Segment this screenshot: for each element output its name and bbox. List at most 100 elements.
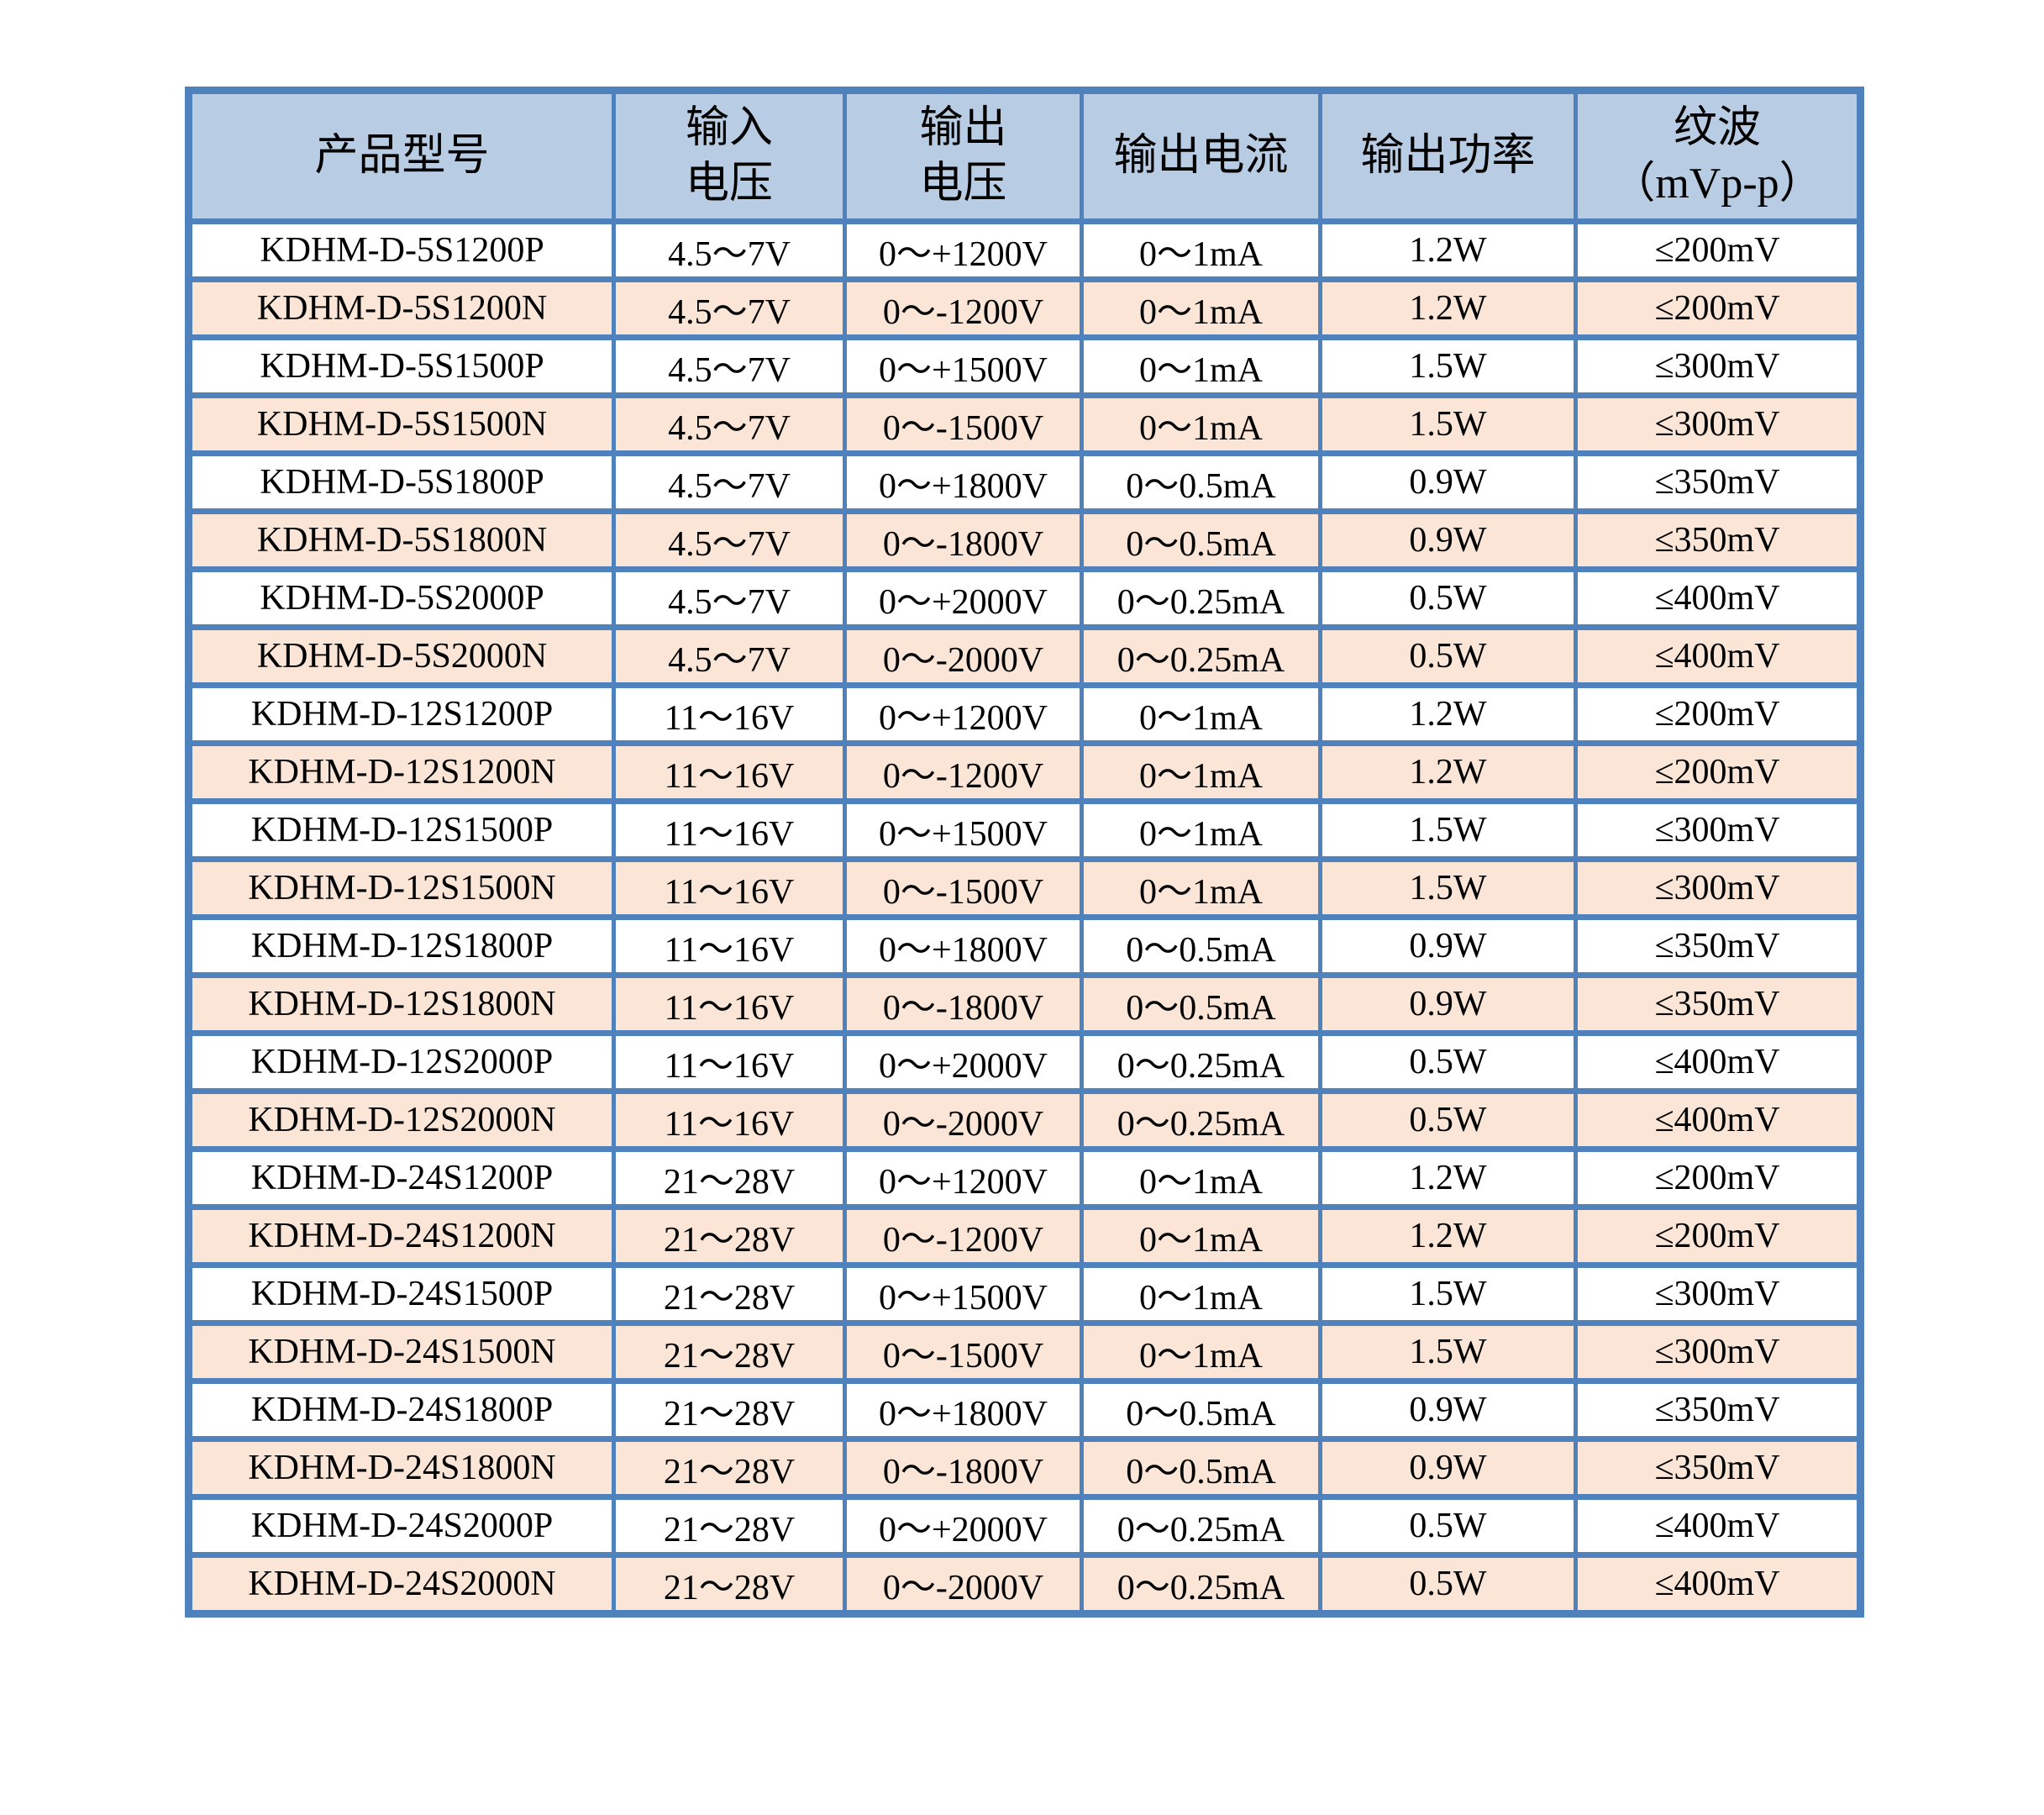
cell-output-voltage: 0～-1800V — [843, 508, 1084, 572]
cell-model: KDHM-D-12S1200P — [187, 682, 616, 746]
cell-input-voltage: 21～28V — [612, 1320, 847, 1384]
cell-model: KDHM-D-5S2000P — [187, 566, 616, 630]
table-row: KDHM-D-12S1200P 11～16V 0～+1200V 0～1mA 1.2W ≤2… — [187, 682, 1863, 746]
col-header-model-line: 产品型号 — [314, 132, 490, 180]
table-row: KDHM-D-12S1500P 11～16V 0～+1500V 0～1mA 1.5W ≤3… — [187, 798, 1863, 862]
table-row: KDHM-D-24S1500N 21～28V 0～-1500V 0～1mA 1.5W ≤3… — [187, 1320, 1863, 1384]
cell-ripple: ≤400mV — [1574, 1552, 1863, 1617]
table-row: KDHM-D-12S1800P 11～16V 0～+1800V 0～0.5mA 0.9W… — [187, 914, 1863, 978]
cell-ripple: ≤300mV — [1574, 392, 1863, 456]
cell-input-voltage: 11～16V — [612, 798, 847, 862]
cell-ripple: ≤200mV — [1574, 1204, 1863, 1268]
cell-model: KDHM-D-12S1200N — [187, 740, 616, 804]
cell-output-power: 0.5W — [1318, 566, 1578, 630]
cell-output-power: 1.5W — [1318, 798, 1578, 862]
cell-input-voltage: 11～16V — [612, 740, 847, 804]
cell-input-voltage: 11～16V — [612, 1088, 847, 1152]
cell-ripple: ≤350mV — [1574, 972, 1863, 1036]
cell-output-current: 0～1mA — [1080, 1320, 1322, 1384]
cell-input-voltage: 4.5～7V — [612, 334, 847, 398]
cell-output-current: 0～0.25mA — [1080, 1088, 1322, 1152]
cell-output-current: 0～1mA — [1080, 1146, 1322, 1210]
cell-output-power: 0.5W — [1318, 1552, 1578, 1617]
cell-output-power: 0.5W — [1318, 624, 1578, 688]
cell-input-voltage: 4.5～7V — [612, 450, 847, 514]
cell-model: KDHM-D-12S1800N — [187, 972, 616, 1036]
cell-output-power: 1.2W — [1318, 1146, 1578, 1210]
table-row: KDHM-D-5S1800N 4.5～7V 0～-1800V 0～0.5mA 0.9W ≤… — [187, 508, 1863, 572]
cell-output-voltage: 0～+1800V — [843, 1378, 1084, 1442]
cell-output-voltage: 0～+2000V — [843, 566, 1084, 630]
cell-output-current: 0～0.25mA — [1080, 1494, 1322, 1558]
product-spec-table: 产品型号 输入 电压 输出 电压 输出电流 输出功率 纹波 （mVp-p） KDHM-D-5S1… — [185, 87, 1864, 1618]
cell-model: KDHM-D-5S1500P — [187, 334, 616, 398]
cell-input-voltage: 21～28V — [612, 1436, 847, 1500]
cell-output-voltage: 0～-1200V — [843, 740, 1084, 804]
table-row: KDHM-D-24S1500P 21～28V 0～+1500V 0～1mA 1.5W ≤3… — [187, 1262, 1863, 1326]
cell-output-voltage: 0～-1500V — [843, 856, 1084, 920]
table-row: KDHM-D-12S1200N 11～16V 0～-1200V 0～1mA 1.2W ≤2… — [187, 740, 1863, 804]
cell-model: KDHM-D-24S1800N — [187, 1436, 616, 1500]
cell-output-power: 0.9W — [1318, 1436, 1578, 1500]
cell-output-power: 1.5W — [1318, 392, 1578, 456]
cell-input-voltage: 21～28V — [612, 1378, 847, 1442]
cell-output-power: 1.2W — [1318, 682, 1578, 746]
cell-ripple: ≤350mV — [1574, 450, 1863, 514]
cell-output-power: 1.5W — [1318, 1262, 1578, 1326]
cell-model: KDHM-D-12S2000P — [187, 1030, 616, 1094]
cell-output-voltage: 0～-1800V — [843, 1436, 1084, 1500]
cell-output-voltage: 0～+1500V — [843, 1262, 1084, 1326]
cell-output-current: 0～0.25mA — [1080, 1552, 1322, 1617]
table-row: KDHM-D-5S1500P 4.5～7V 0～+1500V 0～1mA 1.5W ≤30… — [187, 334, 1863, 398]
cell-ripple: ≤300mV — [1574, 1320, 1863, 1384]
cell-output-current: 0～1mA — [1080, 682, 1322, 746]
cell-output-voltage: 0～+1200V — [843, 682, 1084, 746]
cell-output-power: 0.9W — [1318, 508, 1578, 572]
cell-ripple: ≤200mV — [1574, 682, 1863, 746]
cell-output-voltage: 0～+1800V — [843, 914, 1084, 978]
table-row: KDHM-D-24S2000P 21～28V 0～+2000V 0～0.25mA 0.5… — [187, 1494, 1863, 1558]
cell-output-current: 0～0.5mA — [1080, 508, 1322, 572]
cell-input-voltage: 21～28V — [612, 1146, 847, 1210]
product-spec-table-container: 产品型号 输入 电压 输出 电压 输出电流 输出功率 纹波 （mVp-p） KDHM-D-5S1… — [185, 87, 1864, 1618]
cell-output-power: 0.5W — [1318, 1494, 1578, 1558]
table-row: KDHM-D-5S1500N 4.5～7V 0～-1500V 0～1mA 1.5W ≤30… — [187, 392, 1863, 456]
table-row: KDHM-D-24S2000N 21～28V 0～-2000V 0～0.25mA 0.5… — [187, 1552, 1863, 1617]
cell-output-current: 0～0.5mA — [1080, 1378, 1322, 1442]
cell-output-power: 0.5W — [1318, 1030, 1578, 1094]
cell-ripple: ≤300mV — [1574, 798, 1863, 862]
cell-output-voltage: 0～+1500V — [843, 334, 1084, 398]
cell-model: KDHM-D-5S1200N — [187, 276, 616, 340]
table-row: KDHM-D-12S1800N 11～16V 0～-1800V 0～0.5mA 0.9W… — [187, 972, 1863, 1036]
cell-model: KDHM-D-5S1500N — [187, 392, 616, 456]
cell-model: KDHM-D-5S1200P — [187, 218, 616, 282]
cell-ripple: ≤200mV — [1574, 218, 1863, 282]
cell-input-voltage: 4.5～7V — [612, 508, 847, 572]
cell-model: KDHM-D-24S1500P — [187, 1262, 616, 1326]
cell-input-voltage: 4.5～7V — [612, 566, 847, 630]
table-row: KDHM-D-5S2000P 4.5～7V 0～+2000V 0～0.25mA 0.5W… — [187, 566, 1863, 630]
cell-output-current: 0～1mA — [1080, 856, 1322, 920]
cell-input-voltage: 11～16V — [612, 856, 847, 920]
cell-model: KDHM-D-12S1500N — [187, 856, 616, 920]
cell-ripple: ≤200mV — [1574, 1146, 1863, 1210]
cell-output-power: 1.5W — [1318, 856, 1578, 920]
col-header-output-voltage: 输出 电压 — [843, 87, 1084, 224]
cell-output-power: 0.9W — [1318, 450, 1578, 514]
cell-output-voltage: 0～+1200V — [843, 1146, 1084, 1210]
cell-output-power: 1.2W — [1318, 740, 1578, 804]
cell-output-power: 0.9W — [1318, 972, 1578, 1036]
cell-input-voltage: 21～28V — [612, 1204, 847, 1268]
cell-output-power: 1.2W — [1318, 276, 1578, 340]
cell-input-voltage: 21～28V — [612, 1262, 847, 1326]
cell-output-power: 1.5W — [1318, 1320, 1578, 1384]
cell-model: KDHM-D-24S1200P — [187, 1146, 616, 1210]
cell-model: KDHM-D-5S1800N — [187, 508, 616, 572]
cell-ripple: ≤200mV — [1574, 740, 1863, 804]
cell-model: KDHM-D-24S1800P — [187, 1378, 616, 1442]
table-row: KDHM-D-12S1500N 11～16V 0～-1500V 0～1mA 1.5W ≤3… — [187, 856, 1863, 920]
cell-ripple: ≤350mV — [1574, 1378, 1863, 1442]
cell-output-current: 0～0.5mA — [1080, 914, 1322, 978]
cell-output-voltage: 0～+1800V — [843, 450, 1084, 514]
table-row: KDHM-D-5S1200P 4.5～7V 0～+1200V 0～1mA 1.2W ≤20… — [187, 218, 1863, 282]
